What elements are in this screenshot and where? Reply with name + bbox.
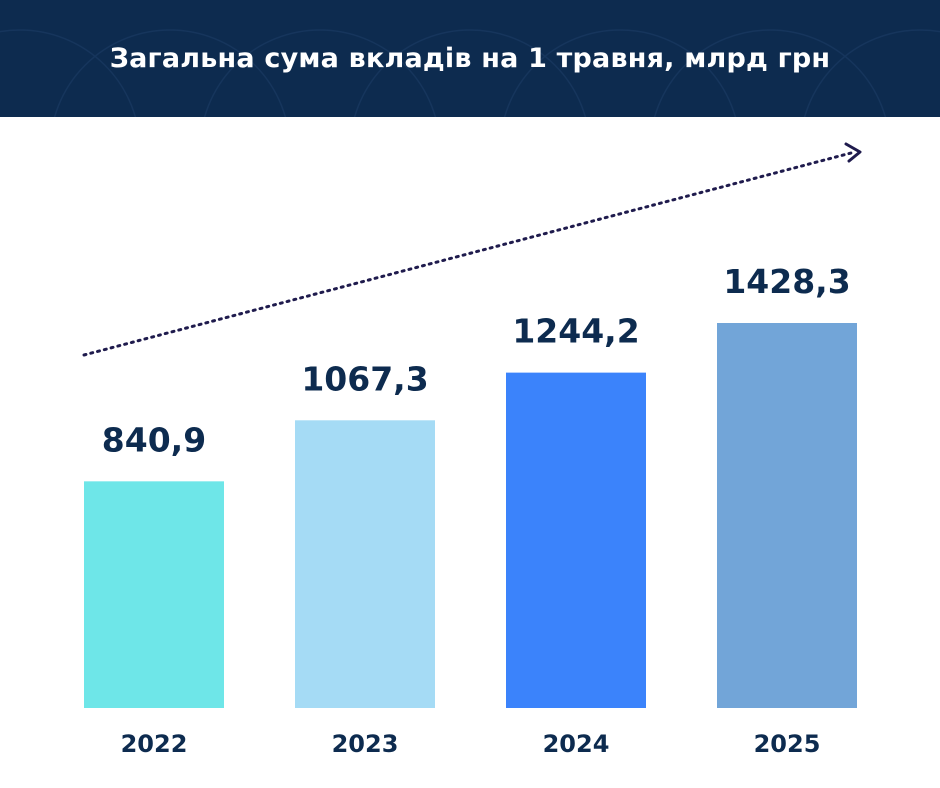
data-label-2025: 1428,3	[723, 262, 850, 301]
x-tick-label-2023: 2023	[332, 730, 399, 758]
bar-chart: 840,9 2022 1067,3 2023 1244,2 2024 1428,3 2025	[82, 142, 862, 758]
trend-arrow-head	[844, 142, 862, 163]
chart-header: Загальна сума вкладів на 1 травня, млрд …	[0, 0, 940, 117]
x-tick-label-2022: 2022	[121, 730, 188, 758]
bar-2023	[295, 420, 435, 708]
data-label-2023: 1067,3	[301, 359, 428, 398]
header-pattern	[0, 29, 940, 117]
x-tick-label-2024: 2024	[543, 730, 610, 758]
bar-2024	[506, 372, 646, 708]
trend-arrow-line	[82, 151, 853, 357]
bar-2025	[717, 323, 857, 708]
x-tick-label-2025: 2025	[754, 730, 821, 758]
bar-2022	[84, 481, 224, 708]
chart-title: Загальна сума вкладів на 1 травня, млрд …	[109, 43, 831, 74]
data-label-2024: 1244,2	[512, 312, 639, 351]
data-label-2022: 840,9	[102, 420, 206, 459]
